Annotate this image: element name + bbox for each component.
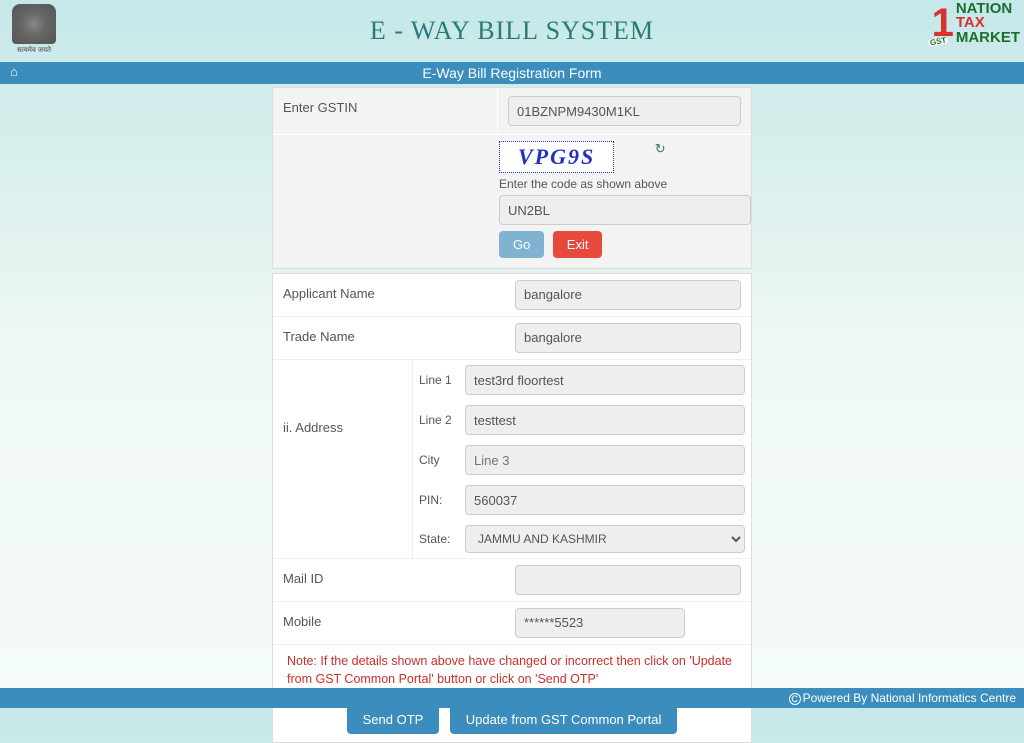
exit-button[interactable]: Exit	[553, 231, 603, 258]
update-portal-button[interactable]: Update from GST Common Portal	[450, 705, 678, 734]
captcha-hint: Enter the code as shown above	[499, 177, 751, 191]
details-block: Applicant Name bangalore Trade Name bang…	[272, 273, 752, 743]
logo-market: MARKET	[956, 31, 1020, 45]
city-label: City	[419, 453, 465, 467]
gstin-captcha-block: Enter GSTIN VPG9S ↻ Enter the code as sh…	[272, 87, 752, 269]
copyright-icon: C	[789, 693, 801, 705]
page-title: E - WAY BILL SYSTEM	[370, 16, 654, 46]
applicant-name-field: bangalore	[515, 280, 741, 310]
pin-label: PIN:	[419, 493, 465, 507]
emblem-caption: सत्यमेव जयते	[17, 46, 51, 55]
gstin-input[interactable]	[508, 96, 741, 126]
mobile-label: Mobile	[273, 602, 505, 644]
page-header: सत्यमेव जयते E - WAY BILL SYSTEM 1 GST N…	[0, 0, 1024, 62]
captcha-input[interactable]	[499, 195, 751, 225]
address-section-label: ii. Address	[273, 360, 413, 558]
line1-input[interactable]	[465, 365, 745, 395]
trade-name-field: bangalore	[515, 323, 741, 353]
applicant-name-label: Applicant Name	[273, 274, 505, 316]
form-title-bar: ⌂ E-Way Bill Registration Form	[0, 62, 1024, 84]
line2-label: Line 2	[419, 413, 465, 427]
mail-label: Mail ID	[273, 559, 505, 601]
trade-name-label: Trade Name	[273, 317, 505, 359]
captcha-refresh-icon[interactable]: ↻	[655, 141, 666, 157]
city-input[interactable]	[465, 445, 745, 475]
go-button[interactable]: Go	[499, 231, 544, 258]
mail-field	[515, 565, 741, 595]
form-title: E-Way Bill Registration Form	[422, 65, 601, 81]
address-section: ii. Address Line 1 Line 2 City PIN: Stat…	[273, 360, 751, 559]
logo-one-digit: 1 GST	[932, 5, 954, 41]
one-nation-logo: 1 GST NATION TAX MARKET	[932, 2, 1020, 45]
page-footer: CPowered By National Informatics Centre	[0, 688, 1024, 708]
logo-gst-badge: GST	[927, 36, 948, 47]
national-emblem: सत्यमेव जयते	[8, 4, 60, 56]
gstin-label: Enter GSTIN	[273, 88, 498, 134]
state-label: State:	[419, 532, 465, 546]
mobile-field: ******5523	[515, 608, 685, 638]
home-icon[interactable]: ⌂	[10, 64, 18, 79]
pin-input[interactable]	[465, 485, 745, 515]
captcha-image: VPG9S	[499, 141, 614, 173]
state-select[interactable]: JAMMU AND KASHMIR	[465, 525, 745, 553]
line2-input[interactable]	[465, 405, 745, 435]
footer-text: Powered By National Informatics Centre	[803, 691, 1016, 705]
line1-label: Line 1	[419, 373, 465, 387]
send-otp-button[interactable]: Send OTP	[347, 705, 440, 734]
